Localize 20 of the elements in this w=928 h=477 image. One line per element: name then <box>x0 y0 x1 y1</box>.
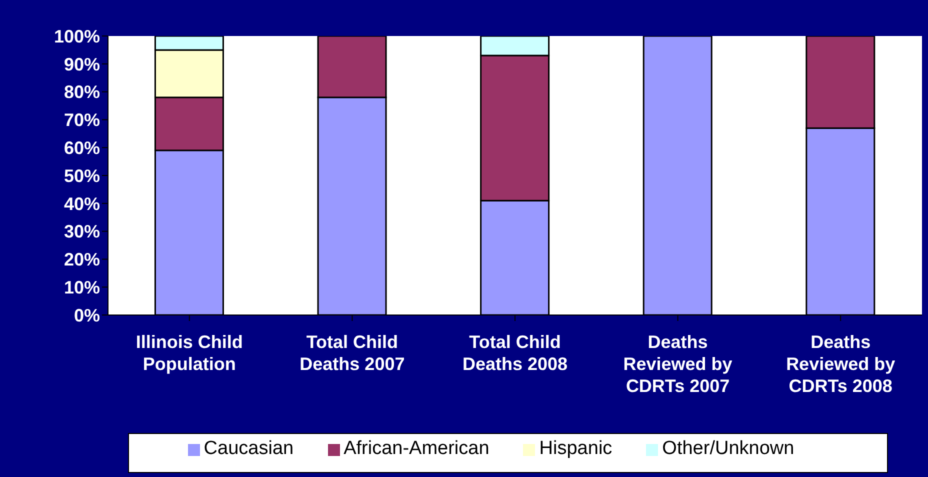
x-tick-label: Total Child Deaths 2007 <box>300 332 405 374</box>
y-tick-label: 30% <box>64 222 100 242</box>
x-tick-label: Total Child Deaths 2008 <box>462 332 568 374</box>
legend-label: Caucasian <box>204 438 294 459</box>
y-tick-label: 100% <box>54 26 100 46</box>
legend-label: Other/Unknown <box>662 438 794 459</box>
y-tick-label: 50% <box>64 166 100 186</box>
y-tick-label: 90% <box>64 54 100 74</box>
legend-label: African-American <box>344 438 490 459</box>
y-tick-label: 10% <box>64 277 100 298</box>
y-tick-label: 0% <box>74 305 100 326</box>
y-tick-label: 70% <box>64 110 100 130</box>
x-tick-label: Deaths Reviewed by CDRTs 2007 <box>623 332 732 396</box>
y-tick-label: 20% <box>64 250 100 270</box>
x-tick-label: Illinois Child Population <box>136 332 243 374</box>
y-tick-label: 80% <box>64 82 100 102</box>
legend-label: Hispanic <box>539 438 612 459</box>
y-tick-label: 40% <box>64 194 100 214</box>
y-tick-label: 60% <box>64 138 100 158</box>
x-tick-label: Deaths Reviewed by CDRTs 2008 <box>786 332 896 396</box>
